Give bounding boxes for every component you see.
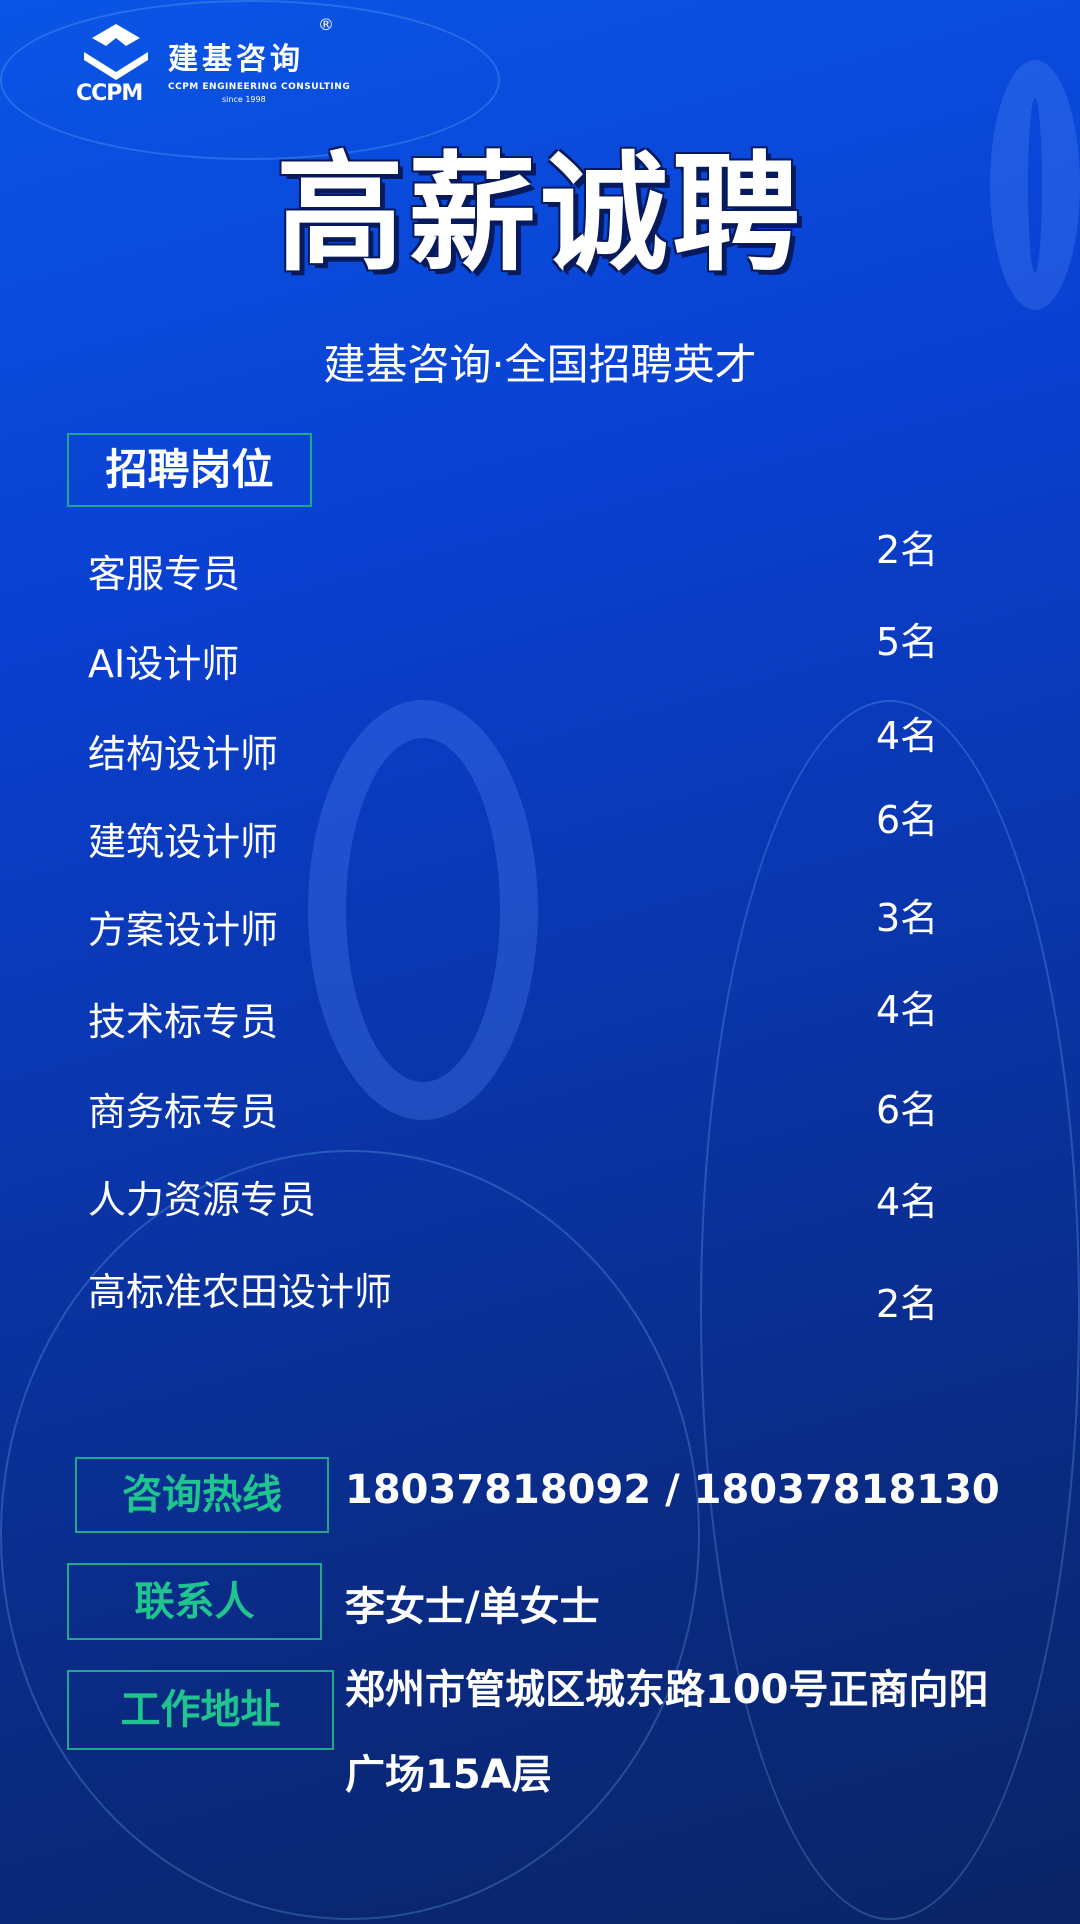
logo-cn: 建基咨询	[168, 42, 304, 77]
hotline-label: 咨询热线	[75, 1457, 329, 1533]
logo-icon	[84, 24, 148, 80]
registered-mark: ®	[318, 15, 334, 34]
job-count: 2名	[876, 528, 939, 572]
subtitle: 建基咨询·全国招聘英才	[323, 340, 757, 389]
address-label: 工作地址	[67, 1670, 334, 1750]
job-name: 结构设计师	[88, 732, 279, 776]
job-count: 6名	[876, 798, 939, 842]
job-count: 4名	[876, 714, 939, 758]
hotline-value: 18037818092 / 18037818130	[345, 1467, 1000, 1513]
logo-en: CCPM ENGINEERING CONSULTING	[168, 82, 351, 92]
job-name: 高标准农田设计师	[88, 1270, 393, 1314]
logo-since: since 1998	[222, 95, 266, 104]
job-name: AI设计师	[88, 642, 240, 686]
job-count: 2名	[876, 1282, 939, 1326]
section-label-positions: 招聘岗位	[67, 433, 312, 507]
job-count: 5名	[876, 620, 939, 664]
job-name: 人力资源专员	[88, 1178, 317, 1222]
job-name: 客服专员	[88, 552, 241, 596]
contact-person-value: 李女士/单女士	[345, 1584, 600, 1630]
job-name: 技术标专员	[88, 1000, 279, 1044]
job-count: 3名	[876, 896, 939, 940]
decor-wave	[700, 700, 1080, 1920]
contact-person-label: 联系人	[67, 1563, 322, 1640]
job-count: 4名	[876, 988, 939, 1032]
decor-ring	[308, 700, 538, 1120]
job-name: 商务标专员	[88, 1090, 279, 1134]
address-line1: 郑州市管城区城东路100号正商向阳	[345, 1667, 989, 1713]
decor-wave	[0, 1150, 700, 1920]
job-count: 4名	[876, 1180, 939, 1224]
page-title: 高薪诚聘	[275, 140, 804, 289]
logo-mark: CCPM	[76, 81, 143, 106]
address-line2: 广场15A层	[345, 1752, 552, 1798]
job-count: 6名	[876, 1088, 939, 1132]
decor-wave	[0, 0, 500, 160]
job-name: 方案设计师	[88, 908, 279, 952]
job-name: 建筑设计师	[88, 820, 279, 864]
